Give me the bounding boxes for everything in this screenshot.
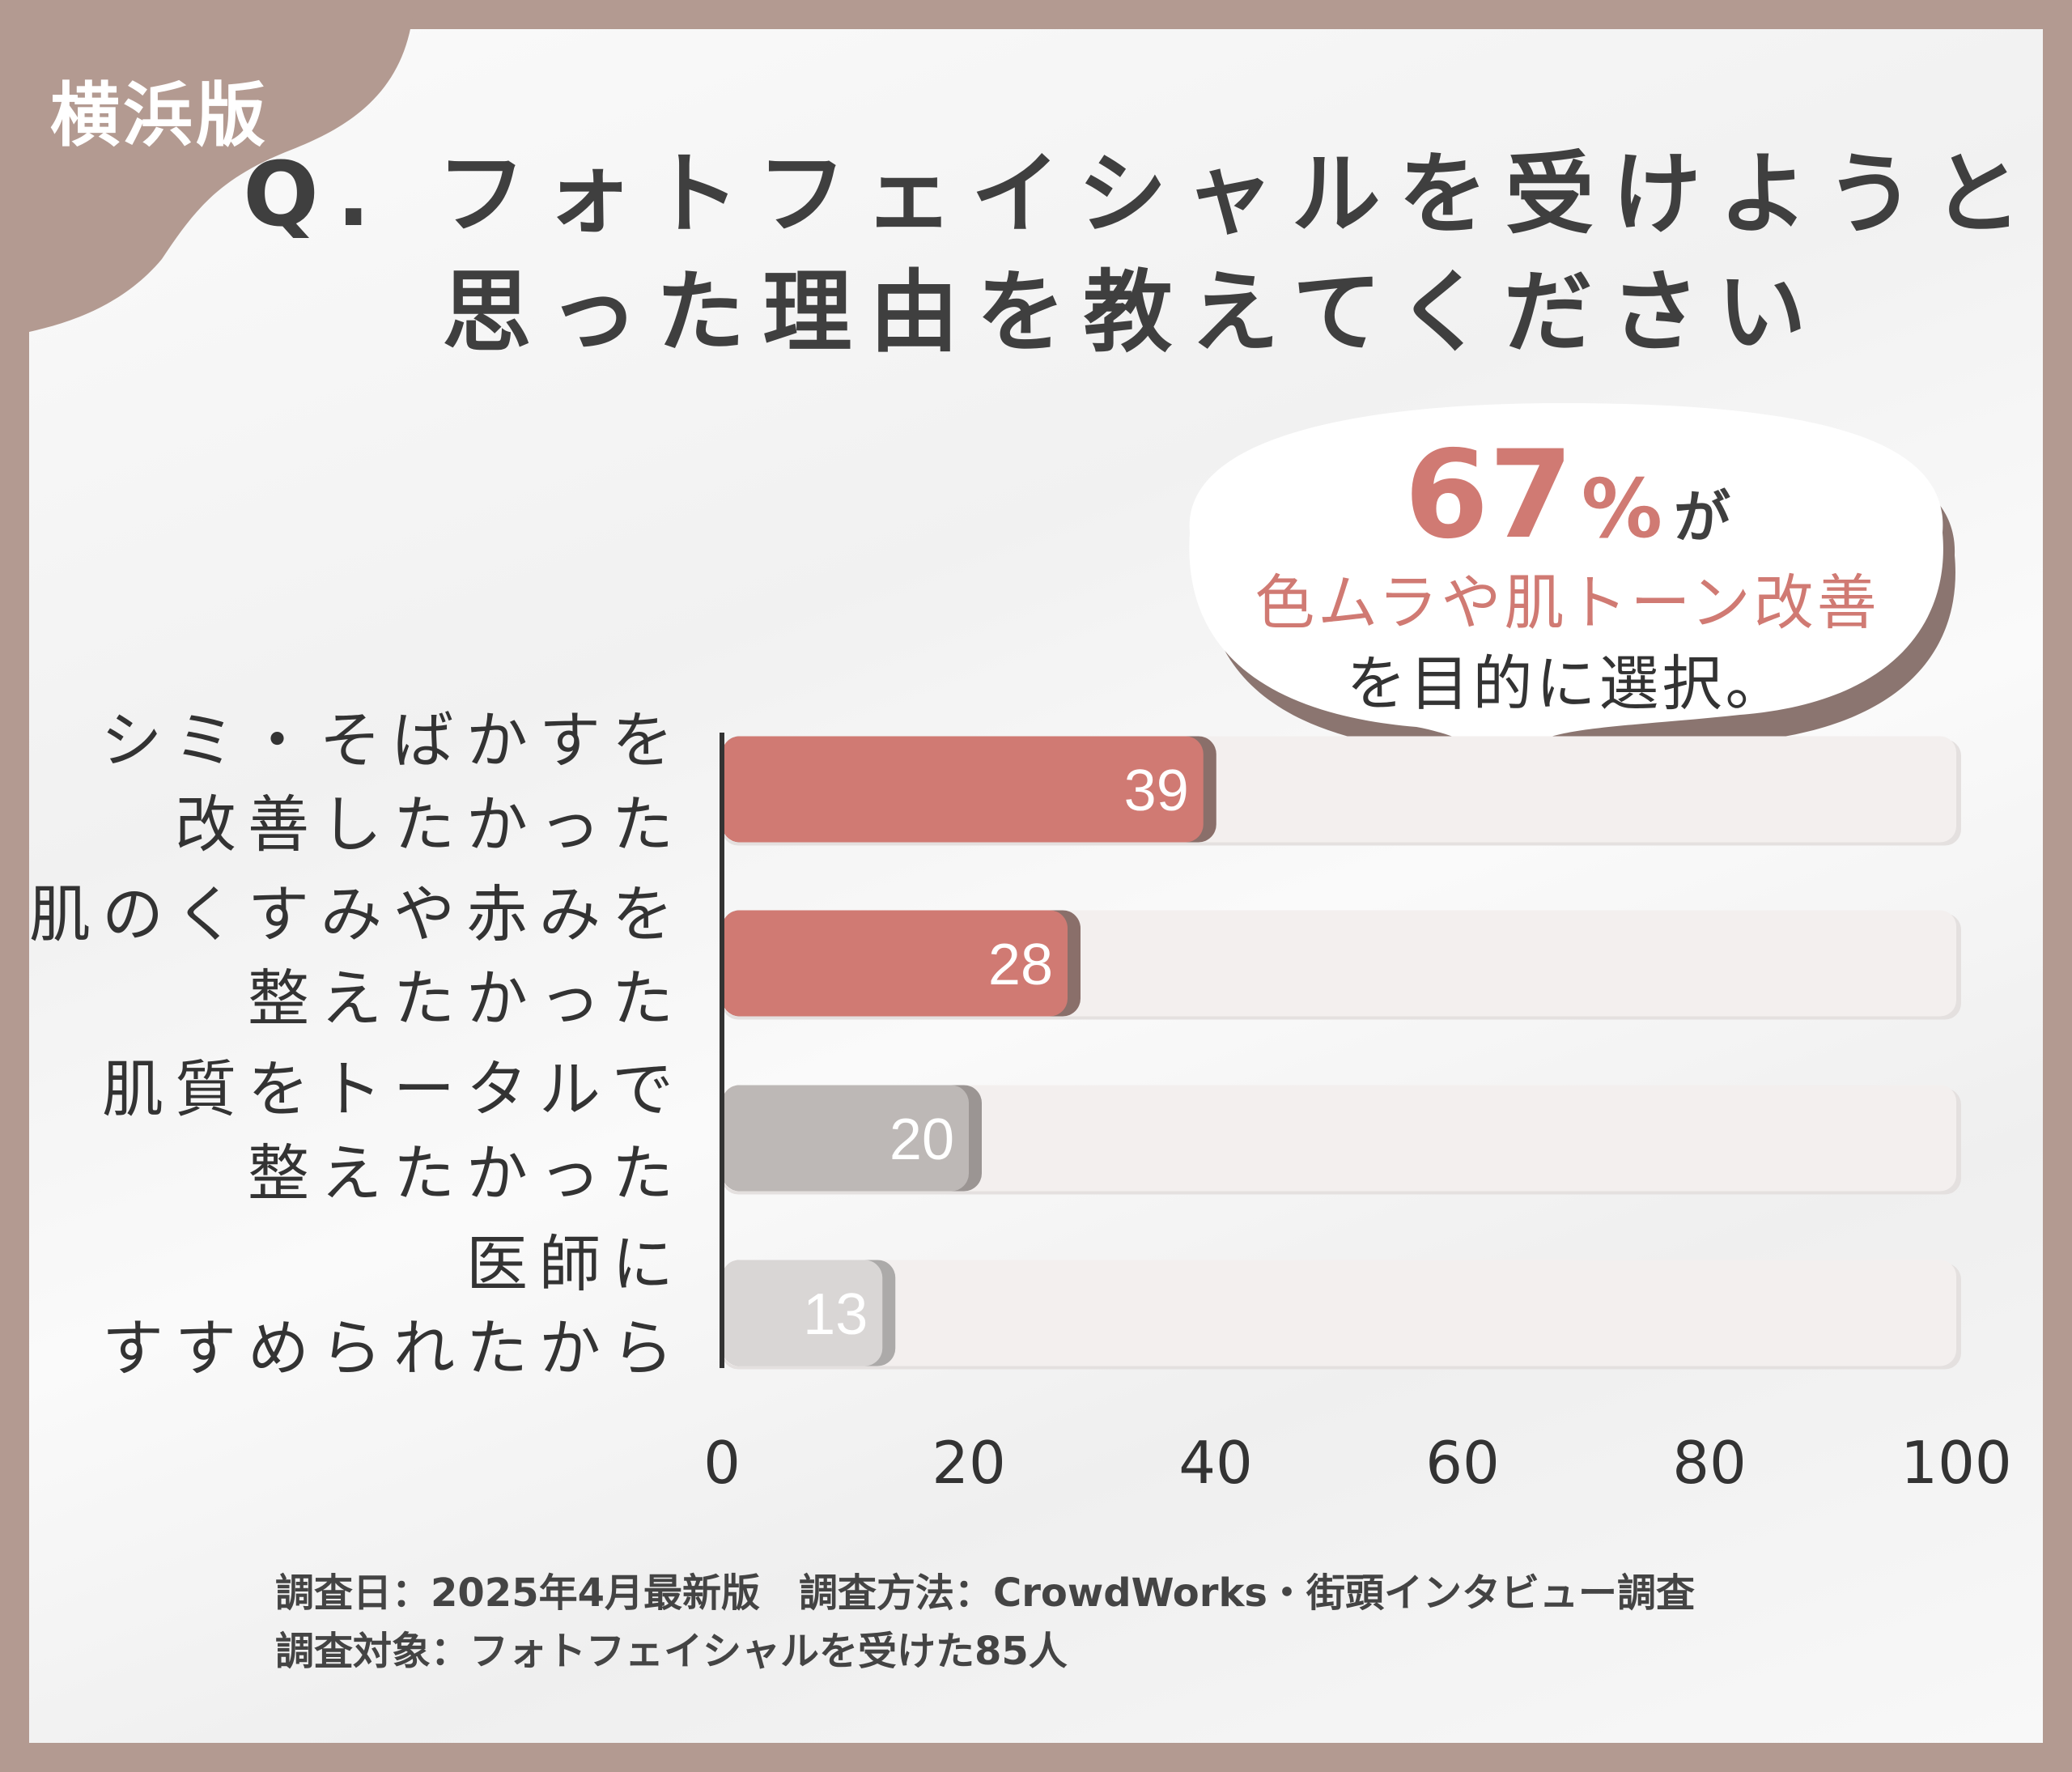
bar-value-label: 13	[803, 1282, 868, 1347]
callout-particle: が	[1673, 484, 1730, 550]
callout-value: 67	[1404, 425, 1573, 566]
x-tick-label: 20	[932, 1429, 1006, 1497]
bar-value-label: 39	[1124, 759, 1189, 823]
bar	[722, 1085, 969, 1192]
category-label: 医師にすすめられたから	[102, 1222, 685, 1391]
corner-decoration	[0, 0, 414, 332]
footer-line1: 調査日：2025年4月最新版 調査方法：CrowdWorks・街頭インタビュー調…	[275, 1570, 1695, 1616]
category-label-line: 肌のくすみや赤みを	[29, 878, 685, 950]
x-tick-label: 40	[1178, 1429, 1253, 1497]
category-label-line: 医師に	[466, 1228, 685, 1300]
panel	[29, 29, 2043, 1743]
callout-unit: %	[1581, 461, 1662, 556]
bar	[722, 910, 1068, 1017]
category-label-line: 肌質をトータルで	[102, 1053, 685, 1125]
question-title-line2: 思った理由を教えてください	[442, 261, 1824, 364]
category-label-line: シミ・そばかすを	[100, 704, 685, 776]
edition-badge: 横浜版	[50, 75, 269, 156]
bar-track	[722, 1260, 1956, 1366]
category-label: 肌のくすみや赤みを整えたかった	[29, 873, 685, 1041]
callout-line2: 色ムラや肌トーン改善	[1255, 568, 1880, 638]
category-label: シミ・そばかすを改善したかった	[100, 699, 685, 867]
bar	[722, 736, 1204, 843]
x-tick-label: 100	[1900, 1429, 2012, 1497]
category-label-line: 改善したかった	[175, 788, 685, 861]
bar-value-label: 20	[890, 1107, 954, 1172]
callout-line3: を目的に選択。	[1346, 649, 1789, 719]
x-tick-label: 0	[703, 1429, 741, 1497]
category-label-line: すすめられたから	[102, 1312, 685, 1384]
bar-value-label: 28	[988, 933, 1053, 997]
category-label-line: 整えたかった	[248, 962, 685, 1035]
bar	[722, 1260, 883, 1366]
question-title-line1: Q. フォトフェイシャルを受けようと	[243, 142, 2040, 246]
bar-track	[722, 1085, 1956, 1192]
callout-headline: 67% が	[1174, 425, 1961, 566]
category-label: 肌質をトータルで整えたかった	[102, 1047, 685, 1216]
category-label-line: 整えたかった	[248, 1137, 685, 1209]
footer-line2: 調査対象：フォトフェイシャルを受けた85人	[275, 1629, 1068, 1674]
speech-bubble	[1189, 403, 1955, 767]
x-tick-label: 60	[1425, 1429, 1500, 1497]
x-tick-label: 80	[1672, 1429, 1747, 1497]
